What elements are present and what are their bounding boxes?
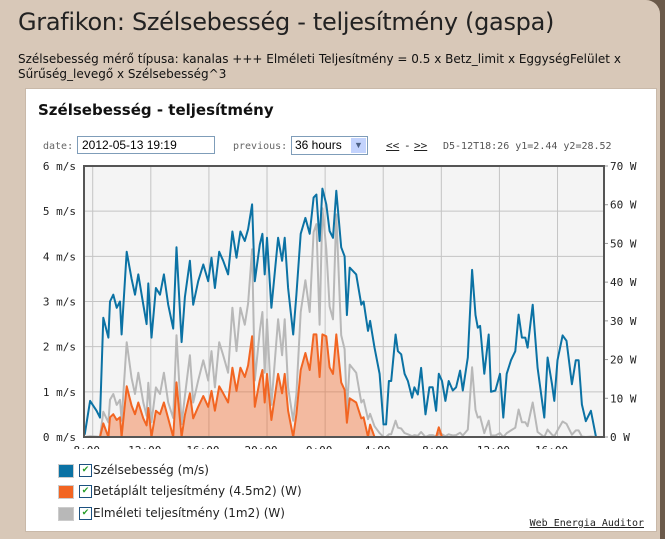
y1-tick-label: 1 m/s	[43, 386, 76, 399]
legend-swatch-fed-power	[58, 485, 74, 499]
y2-tick-label: 40 W	[610, 276, 637, 289]
legend-checkbox-fed-power[interactable]: ✔	[79, 485, 92, 498]
nav-back-link[interactable]: <<	[386, 139, 400, 152]
theoretical-power-series	[84, 207, 597, 438]
previous-select[interactable]: 36 hours ▼	[291, 136, 368, 155]
y2-tick-label: 0 W	[610, 431, 630, 444]
y1-tick-label: 6 m/s	[43, 160, 76, 173]
page-title: Grafikon: Szélsebesség - teljesítmény (g…	[18, 8, 555, 36]
legend-checkbox-wind[interactable]: ✔	[79, 464, 92, 477]
x-tick-label: 8:00	[422, 444, 449, 449]
fed-power-series-area	[84, 334, 591, 437]
nav-separator: -	[404, 139, 411, 152]
chart-panel: Szélsebesség - teljesítmény date: 2012-0…	[25, 88, 657, 532]
y1-tick-label: 3 m/s	[43, 296, 76, 309]
previous-select-value: 36 hours	[295, 138, 342, 152]
x-tick-label: 20:00	[244, 444, 277, 449]
plot-border	[83, 165, 605, 438]
y2-tick-label: 70 W	[610, 160, 637, 173]
chart-svg[interactable]: 0 m/s 1 m/s 2 m/s 3 m/s 4 m/s 5 m/s 6 m/s 0 W 10…	[26, 89, 656, 449]
y1-tick-label: 2 m/s	[43, 341, 76, 354]
legend-label-wind: Szélsebesség (m/s)	[93, 463, 209, 477]
nav-forward-link[interactable]: >>	[414, 139, 428, 152]
date-input[interactable]: 2012-05-13 19:19	[77, 136, 215, 154]
x-tick-label: 12:00	[128, 444, 161, 449]
x-tick-label: 0:00	[306, 444, 333, 449]
chart-title: Szélsebesség - teljesítmény	[38, 101, 274, 119]
wind-speed-series	[83, 187, 597, 438]
legend-label-theoretical-power: Elméleti teljesítmény (1m2) (W)	[93, 506, 285, 520]
y2-tick-label: 50 W	[610, 237, 637, 250]
x-tick-label: 12:00	[477, 444, 510, 449]
x-tick-label: 16:00	[535, 444, 568, 449]
legend-label-fed-power: Betáplált teljesítmény (4.5m2) (W)	[93, 484, 302, 498]
chevron-down-icon[interactable]: ▼	[351, 138, 366, 153]
x-tick-label: 4:00	[364, 444, 391, 449]
y2-tick-label: 60 W	[610, 199, 637, 212]
x-tick-label: 8:00	[73, 444, 100, 449]
y2-tick-label: 10 W	[610, 392, 637, 405]
y1-tick-label: 5 m/s	[43, 205, 76, 218]
previous-label: previous:	[233, 141, 288, 152]
date-label: date:	[43, 141, 74, 152]
legend-swatch-theoretical-power	[58, 507, 74, 521]
cursor-readout: D5-12T18:26 y1=2.44 y2=28.52	[443, 141, 612, 152]
y1-tick-label: 0 m/s	[43, 431, 76, 444]
web-energia-auditor-link[interactable]: Web Energia Auditor	[529, 518, 644, 529]
y1-tick-label: 4 m/s	[43, 250, 76, 263]
y2-tick-label: 30 W	[610, 315, 637, 328]
legend-swatch-wind	[58, 464, 74, 478]
y2-tick-label: 20 W	[610, 354, 637, 367]
page-description: Szélsebesség mérő típusa: kanalas +++ El…	[18, 52, 621, 81]
x-tick-label: 16:00	[186, 444, 219, 449]
legend-checkbox-theoretical-power[interactable]: ✔	[79, 507, 92, 520]
